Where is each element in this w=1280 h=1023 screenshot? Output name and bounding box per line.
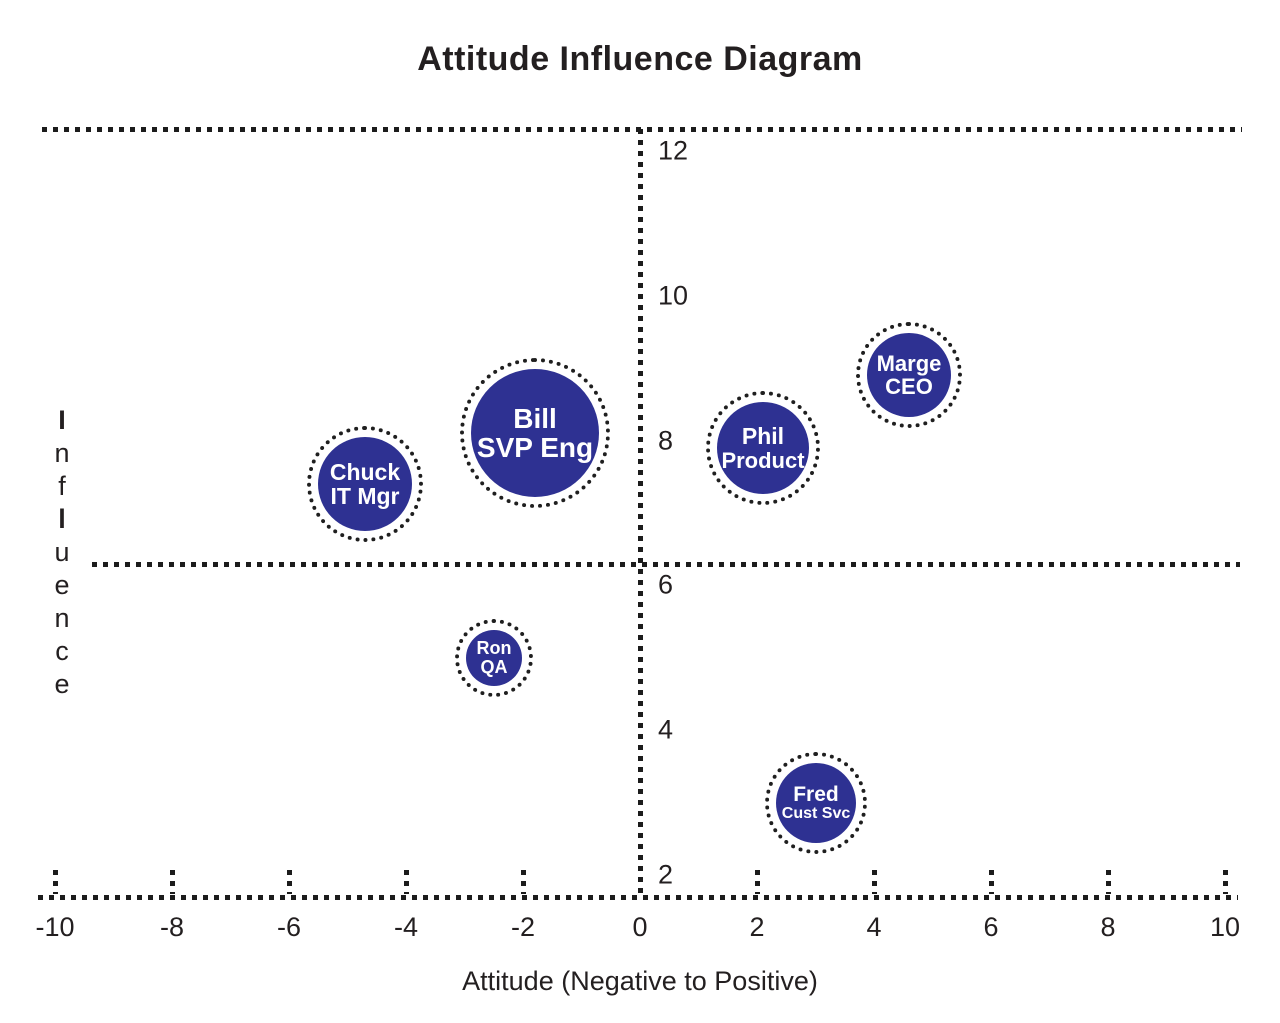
bubble-dotted-ring bbox=[706, 391, 820, 505]
bubble-name-label: Marge bbox=[876, 350, 942, 376]
x-tick-label: 8 bbox=[1100, 912, 1116, 942]
x-tick-mark bbox=[989, 870, 994, 894]
y-axis-label-letter: n bbox=[54, 438, 70, 468]
x-tick-label: -6 bbox=[276, 912, 302, 942]
x-tick-mark bbox=[1223, 870, 1228, 894]
bubble-phil: Phil Product bbox=[706, 391, 820, 505]
y-tick-label: 12 bbox=[658, 135, 689, 166]
bubble-role-label: Product bbox=[721, 447, 805, 473]
y-tick-label: 6 bbox=[658, 569, 674, 600]
bubble-dotted-ring bbox=[765, 752, 867, 854]
bubble-role-label: CEO bbox=[885, 374, 933, 399]
x-tick-label: 4 bbox=[866, 912, 882, 942]
quadrant-divider-dotted-line bbox=[92, 562, 1240, 567]
x-axis-label: Attitude (Negative to Positive) bbox=[462, 966, 818, 996]
x-tick-label: -4 bbox=[393, 912, 419, 942]
bubble-name-label: Bill bbox=[513, 402, 557, 434]
bubble-circle: Fred Cust Svc bbox=[776, 763, 856, 843]
x-tick-mark bbox=[170, 870, 175, 894]
x-tick-label: -10 bbox=[35, 912, 75, 942]
bubble-chuck: Chuck IT Mgr bbox=[307, 426, 423, 542]
y-tick-label: 10 bbox=[658, 280, 689, 311]
x-axis-dotted-line bbox=[38, 895, 1238, 900]
bubble-fred: Fred Cust Svc bbox=[765, 752, 867, 854]
bubble-dotted-ring bbox=[455, 619, 533, 697]
y-axis-label-letter: f bbox=[58, 471, 66, 501]
x-tick-mark bbox=[1106, 870, 1111, 894]
bubble-dotted-ring bbox=[856, 322, 962, 428]
bubble-role-label: SVP Eng bbox=[476, 432, 594, 463]
bubble-ron: Ron QA bbox=[455, 619, 533, 697]
bubble-role-label: QA bbox=[480, 657, 508, 677]
y-axis-label-letter: u bbox=[54, 537, 70, 567]
x-tick-mark bbox=[287, 870, 292, 894]
bubble-dotted-ring bbox=[307, 426, 423, 542]
y-axis-label-letter: I bbox=[58, 405, 66, 435]
bubble-name-label: Ron bbox=[476, 638, 512, 659]
bubble-name-label: Chuck bbox=[329, 458, 401, 485]
y-axis-dotted-line bbox=[638, 129, 643, 895]
bubble-role-label: Cust Svc bbox=[781, 804, 851, 822]
bubble-name-label: Phil bbox=[741, 423, 785, 450]
bubble-bill: Bill SVP Eng bbox=[460, 358, 610, 508]
x-tick-label: -2 bbox=[510, 912, 536, 942]
bubble-marge: Marge CEO bbox=[856, 322, 962, 428]
y-axis-label-letter: c bbox=[55, 636, 69, 666]
y-tick-label: 8 bbox=[658, 425, 674, 456]
chart-title: Attitude Influence Diagram bbox=[417, 40, 863, 78]
bubble-circle: Chuck IT Mgr bbox=[318, 437, 412, 531]
y-axis-label-letter: n bbox=[54, 603, 70, 633]
y-tick-label: 4 bbox=[658, 714, 674, 745]
bubble-name-label: Fred bbox=[793, 782, 839, 806]
y-axis-label-letter: e bbox=[54, 669, 70, 699]
bubble-circle: Bill SVP Eng bbox=[471, 369, 599, 497]
x-tick-mark bbox=[872, 870, 877, 894]
bubble-role-label: IT Mgr bbox=[330, 483, 400, 509]
bubble-circle: Marge CEO bbox=[867, 333, 951, 417]
x-tick-label: 0 bbox=[632, 912, 648, 942]
x-tick-label: 6 bbox=[983, 912, 999, 942]
y-axis-label-letter: e bbox=[54, 570, 70, 600]
bubble-dotted-ring bbox=[460, 358, 610, 508]
x-tick-mark bbox=[53, 870, 58, 894]
x-tick-label: -8 bbox=[159, 912, 185, 942]
x-tick-mark bbox=[755, 870, 760, 894]
bubble-circle: Phil Product bbox=[717, 402, 809, 494]
bubble-circle: Ron QA bbox=[466, 630, 522, 686]
y-tick-label: 2 bbox=[658, 859, 674, 890]
x-tick-label: 2 bbox=[749, 912, 765, 942]
y-axis-label-letter: l bbox=[58, 504, 66, 534]
x-tick-mark bbox=[404, 870, 409, 894]
x-tick-mark bbox=[521, 870, 526, 894]
x-tick-label: 10 bbox=[1209, 912, 1241, 942]
